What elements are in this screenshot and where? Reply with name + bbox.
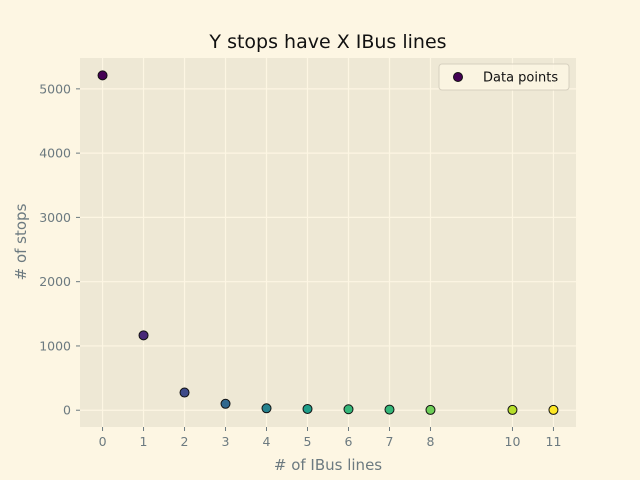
legend-marker <box>453 72 463 82</box>
y-axis-ticks: 0 1000 2000 3000 4000 5000 <box>39 81 80 418</box>
grid-lines <box>80 58 576 427</box>
x-tick-label: 11 <box>546 434 562 449</box>
data-point <box>261 403 272 414</box>
x-tick-label: 5 <box>304 434 312 449</box>
x-tick-label: 2 <box>181 434 189 449</box>
data-point <box>343 404 354 415</box>
y-tick-label: 1000 <box>39 338 71 353</box>
chart-title: Y stops have X IBus lines <box>208 31 446 53</box>
x-tick-label: 7 <box>386 434 394 449</box>
data-point <box>302 403 313 414</box>
data-point <box>548 404 559 415</box>
y-tick-label: 5000 <box>39 81 71 96</box>
data-points <box>97 70 559 415</box>
y-tick-label: 2000 <box>39 274 71 289</box>
x-axis-ticks: 0 1 2 3 4 5 6 7 8 10 11 <box>99 427 562 449</box>
y-tick-label: 0 <box>63 403 71 418</box>
x-tick-label: 4 <box>263 434 271 449</box>
data-point <box>384 404 395 415</box>
data-point <box>138 330 149 341</box>
data-point <box>507 404 518 415</box>
data-point <box>220 398 231 409</box>
y-tick-label: 3000 <box>39 210 71 225</box>
data-point <box>179 387 190 398</box>
x-tick-label: 6 <box>345 434 353 449</box>
x-tick-label: 10 <box>505 434 521 449</box>
legend-label: Data points <box>483 71 558 86</box>
x-tick-label: 1 <box>140 434 148 449</box>
plot-area <box>80 58 576 427</box>
x-axis-label: # of IBus lines <box>274 456 382 474</box>
x-tick-label: 8 <box>427 434 435 449</box>
y-axis-label: # of stops <box>12 203 30 280</box>
x-tick-label: 3 <box>222 434 230 449</box>
legend-box <box>438 63 570 91</box>
x-tick-label: 0 <box>99 434 107 449</box>
data-point <box>97 70 108 81</box>
legend: Data points <box>438 63 570 91</box>
data-point <box>425 404 436 415</box>
y-tick-label: 4000 <box>39 146 71 161</box>
